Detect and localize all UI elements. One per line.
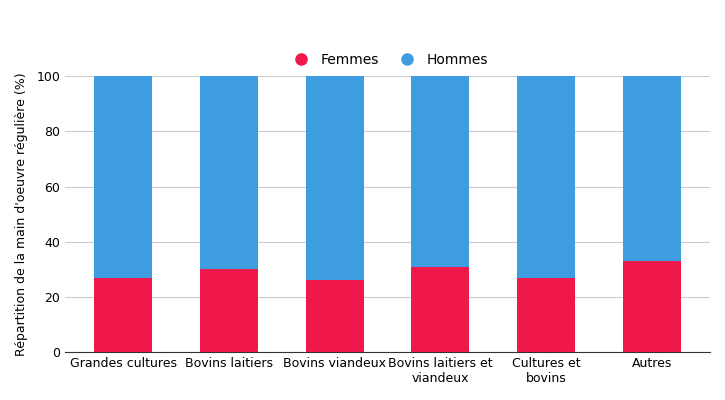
Bar <box>411 76 469 266</box>
Bar <box>517 76 575 278</box>
Bar <box>517 278 575 352</box>
Bar <box>411 266 469 352</box>
Legend: Femmes, Hommes: Femmes, Hommes <box>282 47 493 72</box>
Bar <box>306 76 364 280</box>
Bar <box>94 278 152 352</box>
Bar <box>306 280 364 352</box>
Bar <box>623 76 681 261</box>
Bar <box>200 269 258 352</box>
Bar <box>623 261 681 352</box>
Bar <box>200 76 258 269</box>
Bar <box>94 76 152 278</box>
Y-axis label: Répartition de la main d'oeuvre régulière (%): Répartition de la main d'oeuvre régulièr… <box>15 72 28 356</box>
